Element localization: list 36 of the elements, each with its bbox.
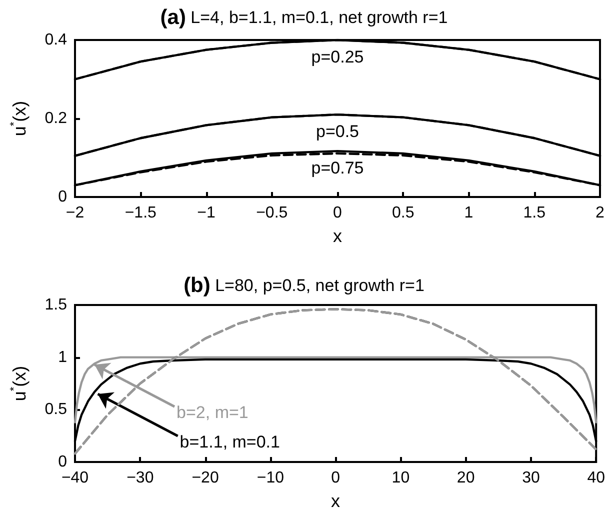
- y-tick-label: 0.2: [44, 110, 68, 127]
- x-tick-label: −1.5: [124, 204, 157, 222]
- x-tick-label: −1: [197, 204, 216, 222]
- x-tick-label: 20: [456, 470, 475, 486]
- x-tick-label: −40: [61, 470, 89, 486]
- x-tick-label: 1: [464, 204, 474, 222]
- x-tick-label: 0.5: [392, 204, 414, 222]
- x-tick-label: 2: [596, 204, 605, 222]
- y-axis-title: u*(x): [8, 366, 30, 402]
- x-axis-title: x: [333, 226, 342, 246]
- y-tick-label: 0.5: [44, 401, 68, 418]
- annotation: p=0.25: [311, 48, 364, 66]
- x-tick-label: −30: [126, 470, 154, 486]
- x-tick-label: −10: [256, 470, 284, 486]
- y-tick-label: 0: [58, 454, 68, 470]
- y-tick-label: 1: [58, 348, 68, 366]
- annotation: b=2, m=1: [176, 403, 248, 422]
- x-tick-label: −0.5: [256, 204, 288, 222]
- annotation: b=1.1, m=0.1: [180, 432, 280, 452]
- chart-title: (b) L=80, p=0.5, net growth r=1: [184, 274, 424, 297]
- x-tick-label: 40: [587, 470, 606, 486]
- x-axis-title: x: [331, 491, 340, 511]
- x-tick-label: −20: [192, 470, 219, 486]
- y-tick-label: 0: [58, 188, 68, 206]
- chart-title: (a) L=4, b=1.1, m=0.1, net growth r=1: [160, 6, 448, 29]
- x-tick-label: 1.5: [523, 204, 546, 222]
- annotation: p=0.5: [316, 122, 360, 142]
- x-tick-label: −2: [66, 204, 84, 222]
- x-tick-label: 30: [522, 470, 540, 486]
- x-tick-label: 0: [333, 204, 342, 222]
- y-tick-label: 1.5: [44, 296, 68, 314]
- annotation: p=0.75: [311, 158, 364, 178]
- x-tick-label: 0: [331, 470, 340, 486]
- x-tick-label: 10: [392, 470, 410, 486]
- y-axis-title: u*(x): [8, 100, 30, 136]
- y-tick-label: 0.4: [44, 32, 68, 48]
